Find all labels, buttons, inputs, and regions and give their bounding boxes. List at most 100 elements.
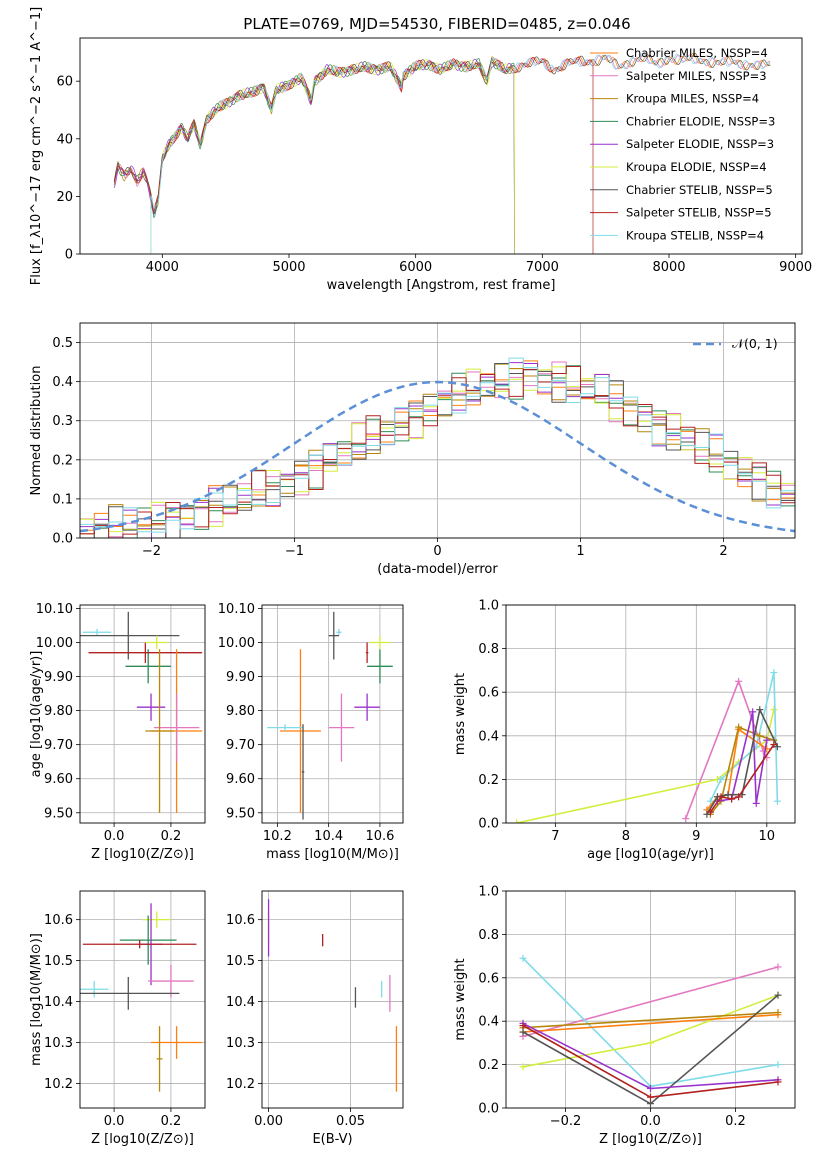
x-tick-label: 10.2	[263, 829, 292, 844]
histogram-step	[80, 357, 795, 533]
x-axis-label: Z [log10(Z/Z⊙)]	[599, 1132, 702, 1147]
spectrum-line	[113, 58, 515, 254]
y-tick-label: 0.8	[478, 642, 499, 657]
panel-frame	[505, 604, 796, 824]
y-tick-label: 0.4	[52, 375, 73, 390]
x-tick-label: 2	[719, 544, 727, 559]
panel-weight_vs_age: 7 8 9 10 0.0 0.2 0.4 0.6 0.8 1.0 age [log10(age/yr…	[453, 599, 796, 862]
plot-area-mass_vs_Z	[80, 903, 203, 1092]
legend-entry: Salpeter STELIB, NSSP=5	[626, 206, 772, 220]
y-tick-label: 10.2	[44, 1077, 73, 1092]
panel-frame	[79, 322, 796, 539]
panel-frame	[261, 890, 404, 1109]
y-axis-label: mass weight	[453, 958, 468, 1040]
y-tick-label: 0.2	[478, 773, 499, 788]
y-axis-label: mass weight	[453, 673, 468, 755]
x-axis-label: Z [log10(Z/Z⊙)]	[91, 1132, 194, 1147]
y-tick-label: 0.0	[478, 817, 499, 832]
panel-frame	[79, 890, 206, 1109]
y-tick-label: 9.50	[44, 806, 73, 821]
plot-area-age_vs_mass	[267, 611, 393, 820]
x-axis-label: (data-model)/error	[377, 562, 498, 577]
plot-area-residuals	[80, 357, 795, 538]
legend-entry: 𝒩(0, 1)	[732, 336, 778, 351]
x-tick-label: 10.4	[314, 829, 343, 844]
y-tick-label: 9.90	[44, 670, 73, 685]
spectrum-line	[113, 52, 771, 214]
y-tick-label: 10.10	[36, 602, 73, 617]
x-tick-label: 6000	[399, 260, 432, 275]
y-tick-label: 40	[56, 132, 73, 147]
panel-frame	[261, 604, 404, 824]
y-tick-label: 10.2	[226, 1077, 255, 1092]
y-tick-label: 20	[56, 190, 73, 205]
y-tick-label: 0.1	[52, 492, 73, 507]
y-tick-label: 0.5	[52, 336, 73, 351]
y-tick-label: 9.90	[226, 670, 255, 685]
x-tick-label: −2	[142, 544, 161, 559]
x-tick-label: 10.6	[365, 829, 394, 844]
y-tick-label: 10.00	[36, 636, 73, 651]
y-tick-label: 10.5	[226, 954, 255, 969]
y-tick-label: 10.5	[44, 954, 73, 969]
legend-entry: Salpeter MILES, NSSP=3	[626, 69, 767, 83]
y-tick-label: 10.10	[218, 602, 255, 617]
plot-area-weight_vs_age	[513, 669, 781, 823]
y-tick-label: 0.6	[478, 686, 499, 701]
x-tick-label: 0.2	[725, 1114, 746, 1129]
y-tick-label: 0.2	[478, 1058, 499, 1073]
panel-age_vs_Z: 0.0 0.2 9.50 9.60 9.70 9.80 9.90 10.00 10.10 Z [l…	[29, 602, 206, 862]
weight-line	[522, 1013, 779, 1033]
panel-frame	[505, 890, 796, 1109]
y-tick-label: 0.0	[52, 532, 73, 547]
legend-entry: Salpeter ELODIE, NSSP=3	[626, 137, 774, 151]
y-tick-label: 10.00	[218, 636, 255, 651]
x-tick-label: −0.2	[550, 1114, 582, 1129]
plot-area-age_vs_Z	[80, 611, 203, 813]
legend-entry: Kroupa STELIB, NSSP=4	[626, 228, 764, 242]
spectrum-line	[150, 59, 515, 254]
y-tick-label: 10.4	[44, 995, 73, 1010]
y-tick-label: 60	[56, 75, 73, 90]
x-tick-label: 0.0	[104, 1114, 125, 1129]
y-tick-label: 9.70	[44, 738, 73, 753]
x-tick-label: 8	[622, 829, 630, 844]
x-tick-label: 10	[759, 829, 776, 844]
y-tick-label: 9.60	[226, 772, 255, 787]
y-tick-label: 1.0	[478, 885, 499, 900]
y-axis-label: age [log10(age/yr)]	[29, 651, 44, 778]
y-tick-label: 10.4	[226, 995, 255, 1010]
normal-curve	[80, 380, 795, 533]
plot-area-mass_vs_ebv	[267, 899, 398, 1092]
x-tick-label: 9000	[779, 260, 812, 275]
spectrum-line	[150, 52, 771, 254]
y-tick-label: 10.6	[226, 913, 255, 928]
x-tick-label: 5000	[272, 260, 305, 275]
plot-area-spectrum	[113, 52, 771, 254]
y-tick-label: 9.50	[226, 806, 255, 821]
spectrum-line	[113, 57, 594, 254]
y-tick-label: 10.6	[44, 913, 73, 928]
y-tick-label: 0.8	[478, 928, 499, 943]
x-tick-label: 7	[551, 829, 559, 844]
x-tick-label: 0	[433, 544, 441, 559]
legend-entry: Kroupa MILES, NSSP=4	[626, 92, 759, 106]
y-tick-label: 0	[65, 248, 73, 263]
x-tick-label: 0.0	[104, 829, 125, 844]
panel-age_vs_mass: 10.2 10.4 10.6 9.50 9.60 9.70 9.80 9.90 10.00 10.…	[218, 602, 404, 862]
x-tick-label: 8000	[652, 260, 685, 275]
x-tick-label: 0.05	[336, 1114, 365, 1129]
legend-entry: Chabrier STELIB, NSSP=5	[626, 183, 773, 197]
x-tick-label: 4000	[146, 260, 179, 275]
panel-residuals: −2 −1 0 1 2 0.0 0.1 0.2 0.3 0.4 0.5 (data-model)/er…	[29, 322, 796, 577]
panel-spectrum: 4000 5000 6000 7000 8000 9000 0 20 40 60 wavelengt…	[29, 7, 812, 293]
x-tick-label: −1	[285, 544, 304, 559]
y-axis-label: Flux [f_λ10^−17 erg cm^−2 s^−1 A^−1]	[29, 7, 44, 285]
weight-line	[706, 708, 779, 815]
legend-entry: Chabrier MILES, NSSP=4	[626, 46, 768, 60]
x-axis-label: mass [log10(M/M⊙)]	[266, 847, 399, 862]
x-axis-label: E(B-V)	[312, 1132, 352, 1147]
x-axis-label: age [log10(age/yr)]	[587, 847, 714, 862]
x-tick-label: 1	[576, 544, 584, 559]
